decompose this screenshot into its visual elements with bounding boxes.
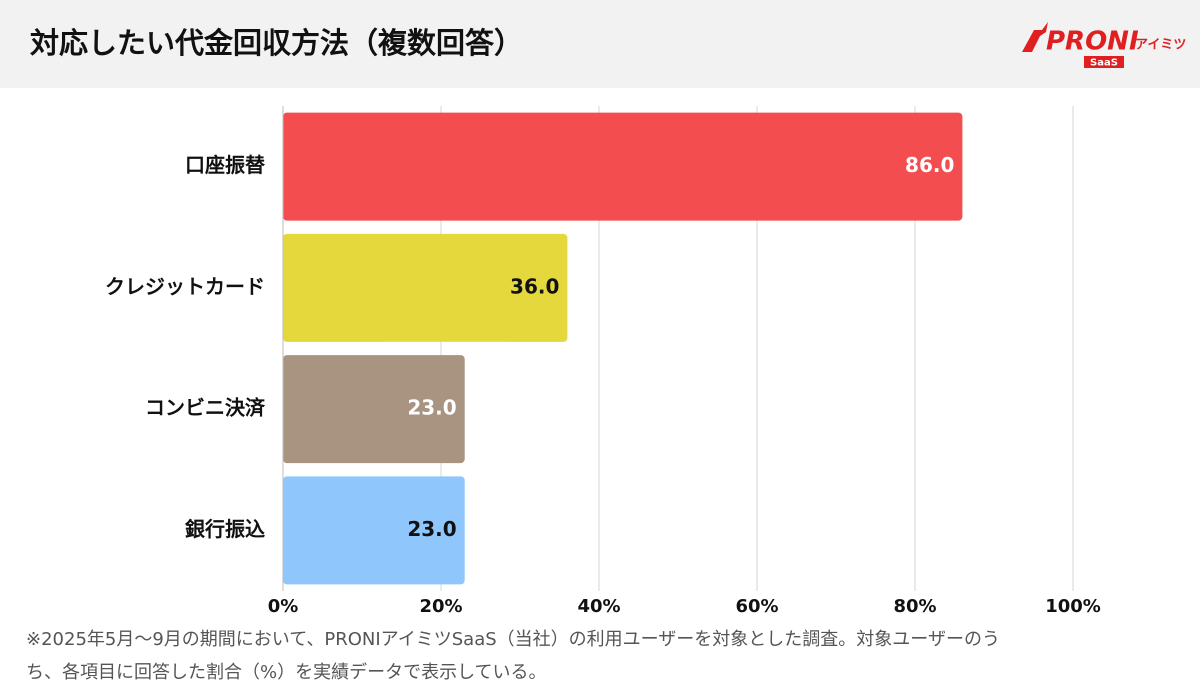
bar [283,112,963,221]
bar [283,476,465,585]
bar [283,355,465,464]
value-label: 23.0 [407,396,456,420]
x-tick-label: 60% [735,596,778,617]
logo: PRONI アイミツ SaaS [1022,22,1186,69]
y-tick-label: クレジットカード [105,274,265,298]
value-label: 86.0 [905,153,954,177]
y-tick-label: コンビニ決済 [145,396,266,420]
header-band [0,0,1200,88]
x-tick-label: 100% [1045,596,1101,617]
x-tick-label: 80% [893,596,936,617]
bar [283,233,568,342]
value-label: 23.0 [407,517,456,541]
logo-sub: アイミツ [1135,38,1186,53]
footnote: ※2025年5月〜9月の期間において、PRONIアイミツSaaS（当社）の利用ユ… [26,629,1000,650]
logo-tag: SaaS [1090,58,1118,69]
y-tick-label: 口座振替 [185,153,265,177]
y-tick-label: 銀行振込 [185,517,265,541]
logo-tag-box [1084,56,1124,68]
x-tick-label: 0% [268,596,299,617]
x-tick-label: 20% [419,596,462,617]
footnote: ち、各項目に回答した割合（%）を実績データで表示している。 [26,662,547,683]
logo-mark [1022,22,1048,52]
value-label: 36.0 [510,274,559,298]
x-tick-label: 40% [577,596,620,617]
logo-brand: PRONI [1046,27,1139,57]
chart-title: 対応したい代金回収方法（複数回答） [30,26,523,60]
